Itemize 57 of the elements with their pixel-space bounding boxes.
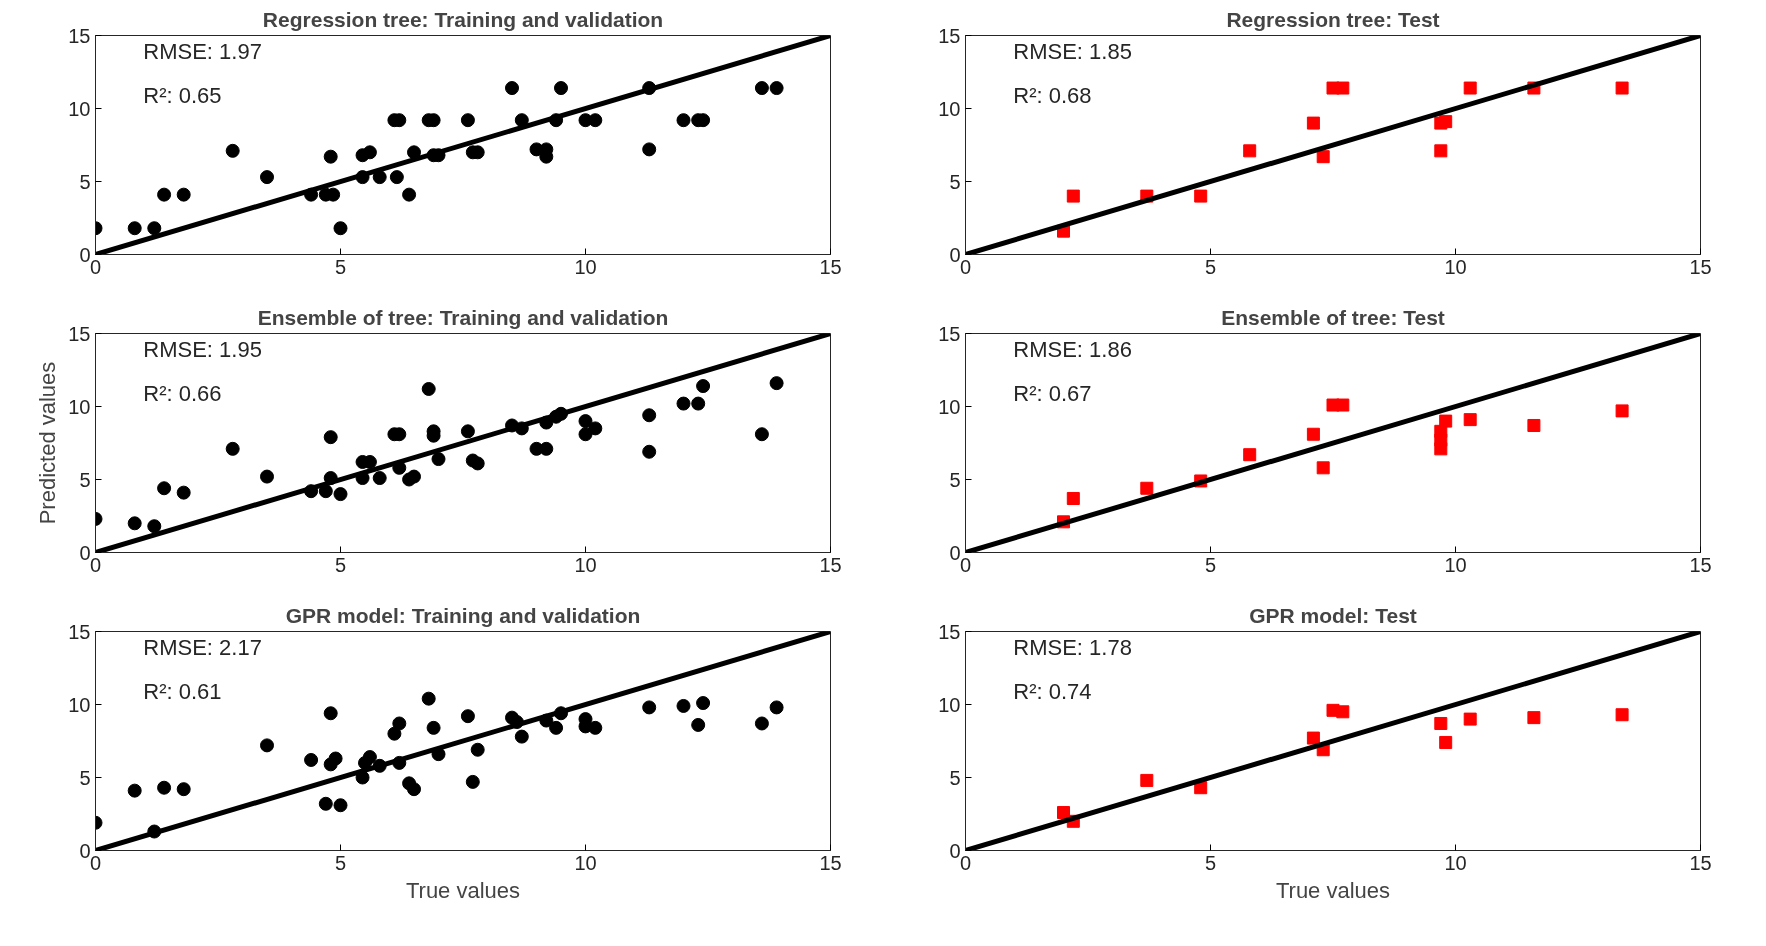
x-tick-label: 5 [1204, 851, 1217, 874]
annotation: R²: 0.67 [1013, 380, 1092, 406]
x-tick-label: 15 [1689, 553, 1712, 576]
x-tick-label: 15 [819, 553, 842, 576]
x-tick-label: 15 [1689, 255, 1712, 278]
chart-title: GPR model: Training and validation [285, 603, 641, 627]
y-tick-label: 10 [68, 395, 91, 418]
annotation: RMSE: 1.86 [1013, 336, 1132, 362]
y-tick-label: 5 [79, 468, 91, 491]
y-tick-label: 10 [938, 395, 961, 418]
y-tick-label: 15 [68, 322, 91, 345]
x-tick-label: 10 [1444, 851, 1467, 874]
y-tick-label: 15 [68, 24, 91, 47]
annotation: RMSE: 1.78 [1013, 634, 1132, 660]
y-tick-label: 15 [68, 620, 91, 643]
annotation: RMSE: 1.97 [143, 38, 262, 64]
x-tick-label: 10 [574, 255, 597, 278]
x-tick-label: 5 [334, 553, 347, 576]
y-tick-label: 10 [938, 97, 961, 120]
annotation: R²: 0.61 [143, 678, 222, 704]
annotation: R²: 0.68 [1013, 82, 1092, 108]
x-tick-label: 10 [574, 553, 597, 576]
x-tick-label: 5 [334, 255, 347, 278]
y-tick-label: 5 [949, 468, 961, 491]
chart-title: Regression tree: Training and validation [262, 7, 664, 31]
y-tick-label: 10 [938, 693, 961, 716]
annotation: R²: 0.74 [1013, 678, 1092, 704]
x-tick-label: 5 [1204, 255, 1217, 278]
annotation: RMSE: 2.17 [143, 634, 262, 660]
x-axis-title: True values [1275, 877, 1391, 903]
y-tick-label: 15 [938, 620, 961, 643]
annotation: R²: 0.66 [143, 380, 222, 406]
chart-title: Ensemble of tree: Training and validation [257, 305, 669, 329]
x-tick-label: 5 [1204, 553, 1217, 576]
chart-title: GPR model: Test [1249, 603, 1417, 627]
annotation: RMSE: 1.95 [143, 336, 262, 362]
y-axis-title: Predicted values [35, 361, 61, 525]
y-tick-label: 5 [949, 766, 961, 789]
x-tick-label: 10 [574, 851, 597, 874]
y-tick-label: 10 [68, 97, 91, 120]
y-tick-label: 15 [938, 322, 961, 345]
chart-title: Regression tree: Test [1226, 7, 1440, 31]
annotation: R²: 0.65 [143, 82, 222, 108]
y-tick-label: 10 [68, 693, 91, 716]
y-tick-label: 5 [79, 766, 91, 789]
y-tick-label: 5 [949, 170, 961, 193]
y-tick-label: 5 [79, 170, 91, 193]
x-tick-label: 15 [1689, 851, 1712, 874]
x-tick-label: 10 [1444, 255, 1467, 278]
y-tick-label: 15 [938, 24, 961, 47]
x-tick-label: 15 [819, 851, 842, 874]
x-axis-title: True values [405, 877, 521, 903]
x-tick-label: 10 [1444, 553, 1467, 576]
annotation: RMSE: 1.85 [1013, 38, 1132, 64]
x-tick-label: 15 [819, 255, 842, 278]
chart-title: Ensemble of tree: Test [1221, 305, 1445, 329]
x-tick-label: 5 [334, 851, 347, 874]
